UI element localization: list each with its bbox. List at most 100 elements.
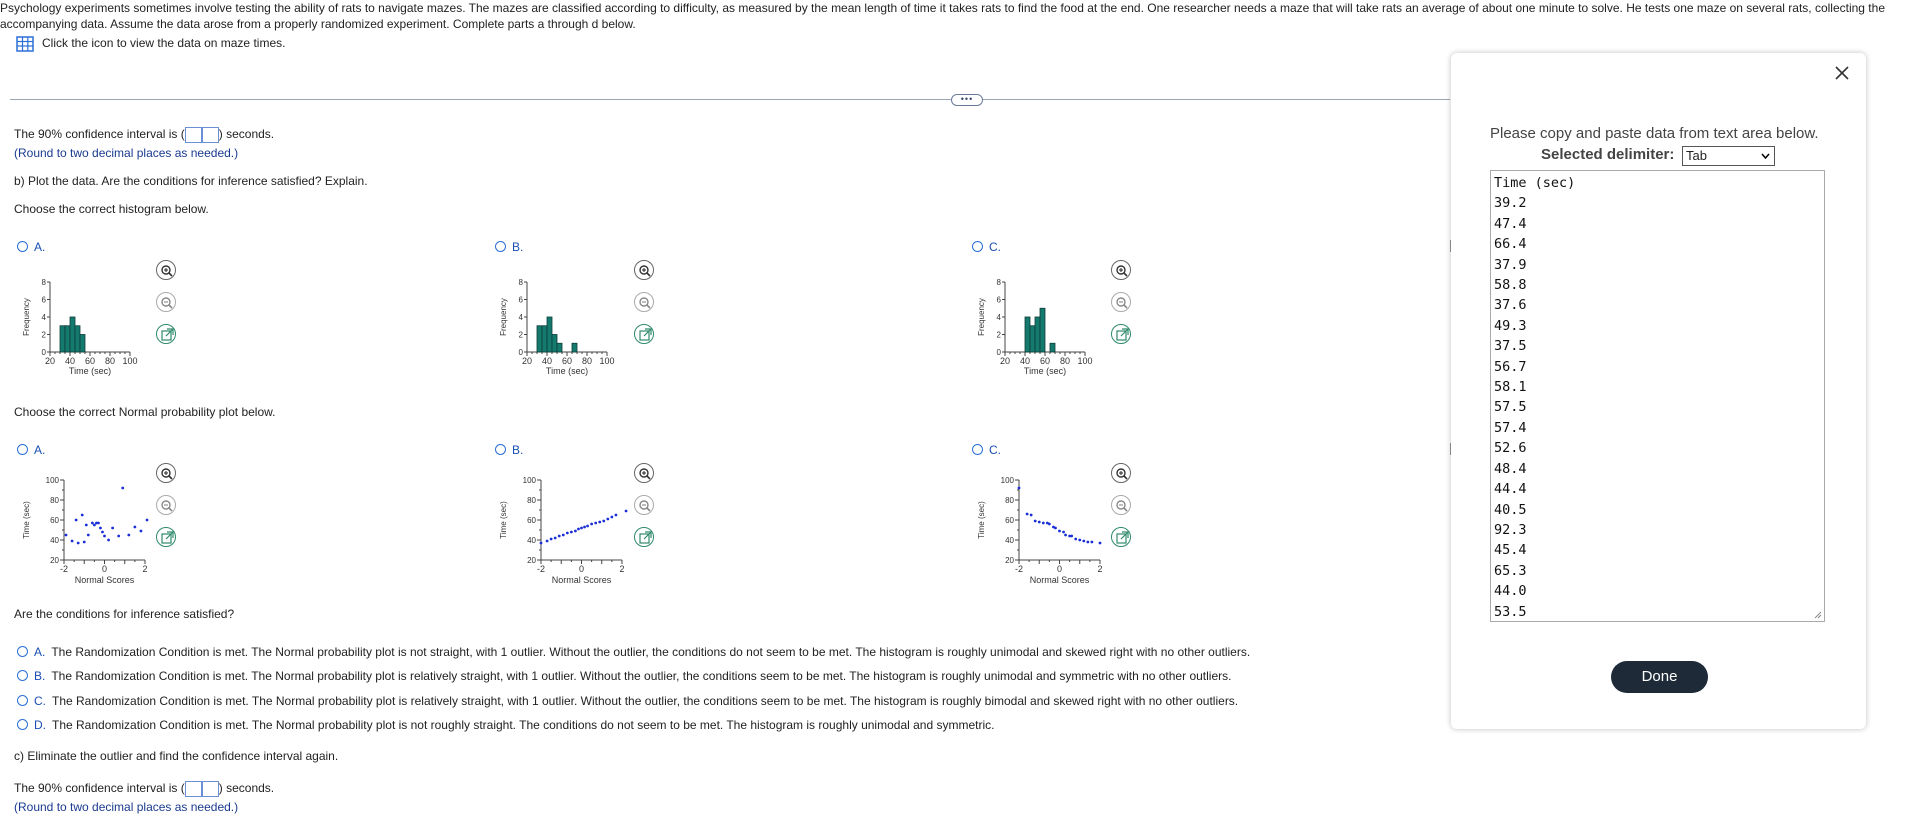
y-tick-label: 8	[519, 278, 524, 287]
plot-point	[90, 521, 94, 525]
x-tick-label: 2	[619, 564, 624, 574]
expand-handle[interactable]: •••	[951, 94, 983, 106]
open-external-button[interactable]	[156, 527, 176, 547]
zoom-out-icon	[1116, 500, 1128, 512]
y-tick-label: 6	[42, 296, 47, 305]
zoom-in-button[interactable]	[1111, 260, 1131, 280]
data-value: 56.7	[1494, 358, 1527, 375]
zoom-out-button[interactable]	[1111, 292, 1131, 312]
radio-button[interactable]	[972, 444, 983, 455]
delimiter-select[interactable]: Tab	[1682, 146, 1775, 166]
y-tick-label: 8	[42, 278, 47, 287]
zoom-in-button[interactable]	[156, 260, 176, 280]
plot-point	[1068, 534, 1072, 538]
radio-button[interactable]	[17, 241, 28, 252]
answer-option-a[interactable]: A. The Randomization Condition is met. Th…	[17, 645, 1250, 659]
plot-point	[586, 524, 589, 528]
hist-option-c[interactable]: C.	[972, 240, 1001, 254]
done-button[interactable]: Done	[1611, 661, 1708, 693]
close-icon[interactable]	[1832, 63, 1852, 83]
x-tick-label: 40	[1020, 356, 1030, 366]
histogram-bar	[551, 334, 558, 353]
plot-point	[117, 534, 121, 538]
histogram-bar	[1024, 316, 1031, 353]
answer-option-c[interactable]: C. The Randomization Condition is met. Th…	[17, 694, 1238, 708]
y-tick-label: 2	[519, 331, 524, 340]
y-tick-label: 100	[523, 476, 537, 485]
zoom-out-button[interactable]	[156, 495, 176, 515]
radio-button[interactable]	[495, 444, 506, 455]
radio-button[interactable]	[17, 670, 28, 681]
answer-option-d[interactable]: D. The Randomization Condition is met. Th…	[17, 718, 994, 732]
zoom-out-button[interactable]	[634, 292, 654, 312]
ci-lower-input[interactable]	[184, 127, 202, 143]
normal-plot-b: -2 0 2 20 40 60 80 100 Normal Scores Time (sec)	[499, 476, 628, 585]
plot-point	[606, 517, 610, 521]
x-tick-label: 0	[579, 564, 584, 574]
open-external-button[interactable]	[634, 527, 654, 547]
radio-button[interactable]	[17, 444, 28, 455]
x-tick-label: -2	[537, 564, 545, 574]
round-note-a: (Round to two decimal places as needed.)	[14, 146, 239, 160]
open-external-button[interactable]	[1111, 324, 1131, 344]
zoom-out-button[interactable]	[156, 292, 176, 312]
zoom-out-button[interactable]	[634, 495, 654, 515]
zoom-in-icon	[1116, 468, 1128, 480]
plot-point	[70, 539, 74, 543]
histogram-bar	[74, 325, 81, 353]
answer-option-b[interactable]: B. The Randomization Condition is met. Th…	[17, 669, 1231, 683]
x-tick-label: 100	[1077, 356, 1092, 366]
round-note-c: (Round to two decimal places as needed.)	[14, 800, 239, 814]
x-tick-label: 100	[122, 356, 137, 366]
zoom-out-icon	[161, 297, 173, 309]
ci-lower-input-c[interactable]	[184, 781, 202, 797]
resize-grip-icon[interactable]	[1814, 611, 1822, 619]
zoom-in-button[interactable]	[1111, 463, 1131, 483]
y-tick-label: 60	[527, 516, 536, 525]
zoom-out-button[interactable]	[1111, 495, 1131, 515]
zoom-in-button[interactable]	[634, 463, 654, 483]
plot-point	[99, 526, 102, 530]
histogram-bar	[1034, 316, 1041, 353]
plot-point	[610, 515, 614, 519]
npp-option-a[interactable]: A.	[17, 443, 45, 457]
ci-suffix: ) seconds.	[218, 127, 275, 142]
plot-point	[614, 513, 618, 517]
data-table-icon[interactable]	[16, 36, 34, 52]
ci-upper-input-c[interactable]	[201, 781, 219, 797]
x-axis-label: Normal Scores	[1030, 575, 1090, 585]
y-axis-label: Time (sec)	[22, 501, 31, 539]
zoom-in-button[interactable]	[634, 260, 654, 280]
data-value: 45.4	[1494, 542, 1527, 559]
hist-option-a[interactable]: A.	[17, 240, 45, 254]
radio-button[interactable]	[972, 241, 983, 252]
radio-button[interactable]	[17, 695, 28, 706]
plot-point	[111, 526, 114, 530]
zoom-in-icon	[639, 468, 651, 480]
radio-button[interactable]	[17, 719, 28, 730]
y-tick-label: 20	[527, 556, 536, 565]
data-link-text[interactable]: Click the icon to view the data on maze …	[42, 36, 286, 50]
data-textarea[interactable]: Time (sec) 39.2 47.4 66.4 37.9 58.8 37.6 49.3 37…	[1490, 170, 1825, 622]
y-tick-label: 40	[1005, 536, 1014, 545]
hist-option-b[interactable]: B.	[495, 240, 523, 254]
plot-point	[1033, 519, 1037, 523]
external-link-icon	[1116, 531, 1129, 544]
npp-option-b[interactable]: B.	[495, 443, 523, 457]
chevron-down-icon	[1761, 153, 1770, 159]
option-edge-mark	[1450, 443, 1455, 455]
open-external-button[interactable]	[156, 324, 176, 344]
npp-option-c[interactable]: C.	[972, 443, 1001, 457]
histogram-bar	[571, 342, 578, 353]
ci-upper-input[interactable]	[201, 127, 219, 143]
radio-button[interactable]	[495, 241, 506, 252]
option-edge-mark	[1450, 240, 1455, 252]
delimiter-value: Tab	[1686, 148, 1707, 163]
zoom-in-button[interactable]	[156, 463, 176, 483]
histogram-bar	[546, 316, 553, 353]
open-external-button[interactable]	[634, 324, 654, 344]
zoom-in-icon	[161, 468, 173, 480]
x-tick-label: 80	[1060, 356, 1070, 366]
open-external-button[interactable]	[1111, 527, 1131, 547]
radio-button[interactable]	[17, 646, 28, 657]
